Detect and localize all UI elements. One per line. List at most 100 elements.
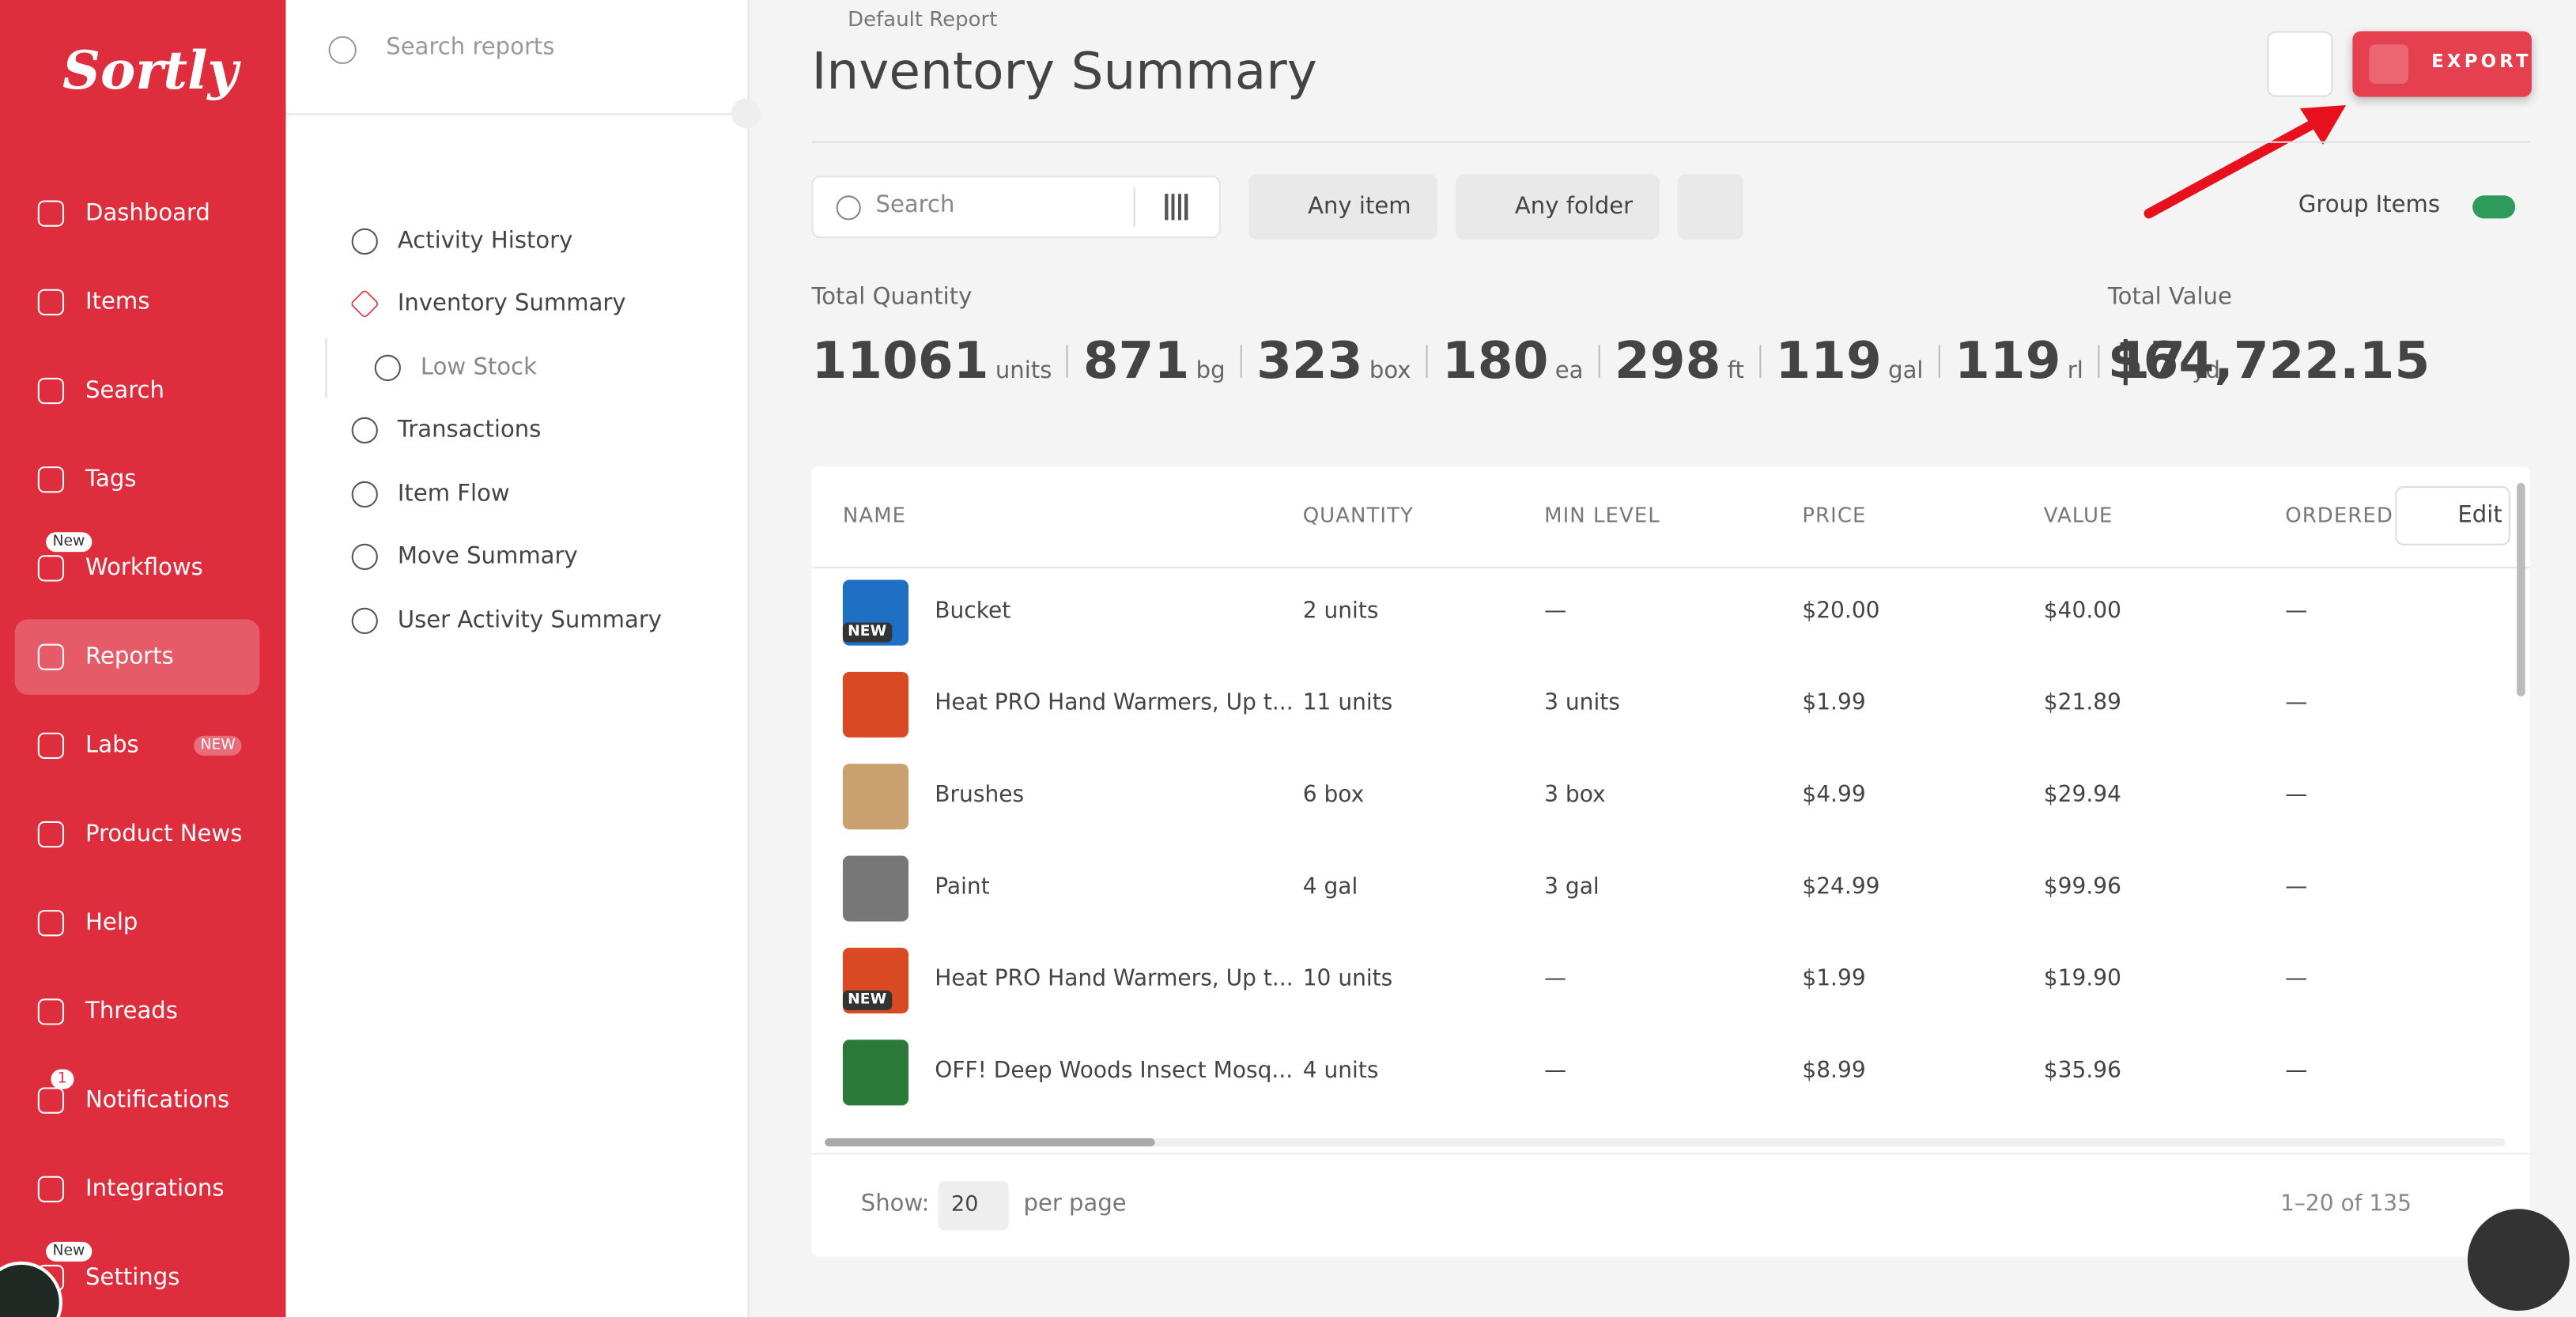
table-cell: $40.00 [2043,598,2121,625]
submenu-line [325,338,327,398]
nav-icon [37,998,65,1025]
nav-label: Search [85,377,165,405]
quantity-value: 298 [1614,331,1721,391]
nav-item[interactable]: Help [0,885,286,961]
report-menu-item[interactable]: Activity History [351,217,572,266]
product-name[interactable]: Bucket [935,598,1011,625]
quantity-value: 119 [1775,331,1882,391]
product-name[interactable]: Heat PRO Hand Warmers, Up t... [935,965,1294,992]
separator [1067,345,1069,378]
quantity-value: 17 [2114,331,2185,391]
separator [2098,345,2100,378]
table-cell: — [1544,965,1567,992]
product-image: NEW [842,947,909,1014]
quantity-unit: gal [1888,357,1924,385]
column-header: MIN LEVEL [1544,502,1660,527]
settings-filter[interactable] [1677,174,1743,240]
table-cell: $8.99 [1802,1058,1866,1085]
nav-label: Dashboard [85,200,210,227]
breadcrumb: Default Report [848,6,998,32]
table-cell: $4.99 [1802,782,1866,809]
table-cell: $1.99 [1802,965,1866,992]
total-value-label: Total Value [2107,284,2232,311]
header-divider [811,566,2530,568]
table-cell: 2 units [1302,598,1379,625]
report-search[interactable]: Search reports [386,34,555,61]
report-menu-item[interactable]: Item Flow [351,470,510,519]
quantity-value: 11061 [811,331,989,391]
folder-filter[interactable]: Any folder [1455,174,1660,240]
table-cell: — [2285,1058,2308,1085]
nav-item[interactable]: Items [0,265,286,341]
h-scroll-thumb[interactable] [825,1138,1155,1147]
next-page[interactable] [2461,1186,2478,1212]
report-menu-item[interactable]: Inventory Summary [349,279,626,328]
export-button[interactable]: EXPORT [2352,31,2532,97]
nav-item[interactable]: Workflows New [0,530,286,606]
menu-label: Low Stock [420,354,537,382]
nav-item[interactable]: Search [0,353,286,429]
nav-icon [37,1175,65,1202]
nav-item[interactable]: Settings New [0,1240,286,1316]
collapse-button[interactable] [731,98,761,129]
nav-item[interactable]: Product News [0,797,286,873]
barcode-button[interactable] [1133,187,1201,227]
report-panel: Search reports Activity History Inventory … [285,0,761,1317]
report-menu-item[interactable]: Transactions [351,406,541,455]
menu-icon [351,228,378,255]
nav-item[interactable]: Tags [0,442,286,518]
table-cell: $1.99 [1802,689,1866,716]
table-cell: — [2285,874,2308,900]
nav-item[interactable]: Threads [0,974,286,1050]
table-cell: 3 box [1544,782,1606,809]
nav-label: Integrations [85,1175,225,1202]
menu-icon [351,417,378,444]
report-menu-item[interactable]: User Activity Summary [351,596,662,645]
nav-icon [37,732,65,759]
table-cell: 3 gal [1544,874,1600,900]
nav-label: Settings [85,1264,180,1292]
product-name[interactable]: Brushes [935,782,1025,809]
per-page-select[interactable]: 20 [938,1180,1009,1231]
nav-item[interactable]: Reports [14,619,260,695]
edit-columns-button[interactable]: Edit [2395,486,2510,545]
search-input: Search [875,192,955,219]
search-box[interactable]: Search [811,175,1221,239]
item-filter[interactable]: Any item [1248,174,1438,240]
product-name[interactable]: Paint [935,874,990,900]
nav-item[interactable]: Integrations [0,1152,286,1228]
quantity-unit: yd [2192,357,2220,385]
nav-badge: New [46,1241,92,1262]
column-header: ORDERED [2285,502,2393,527]
product-image [842,764,909,830]
product-name[interactable]: Heat PRO Hand Warmers, Up t... [935,689,1294,716]
quantity-unit: bg [1195,357,1226,385]
prev-page[interactable] [2423,1186,2440,1212]
table-cell: — [2285,689,2308,716]
group-items-toggle[interactable] [2472,195,2516,219]
nav-label: Product News [85,821,243,848]
product-image [842,671,909,738]
quantity-value: 323 [1256,331,1363,391]
v-scroll-thumb[interactable] [2517,482,2525,696]
nav-badge: 1 [51,1069,74,1089]
page-title: Inventory Summary [811,43,1317,102]
nav-item[interactable]: Labs NEW [0,708,286,784]
help-bot[interactable] [2467,1209,2570,1311]
group-items-label: Group Items [2298,192,2441,219]
nav-icon [37,466,65,493]
nav-item[interactable]: Dashboard [0,175,286,251]
report-menu-item[interactable]: Move Summary [351,532,578,581]
separator [1598,345,1600,378]
nav-label: Help [85,910,138,937]
table-cell: — [2285,598,2308,625]
nav-label: Labs [85,732,139,759]
quantity-unit: rl [2067,357,2083,385]
nav-item[interactable]: Notifications 1 [0,1062,286,1138]
schedule-button[interactable] [2267,31,2333,97]
product-name[interactable]: OFF! Deep Woods Insect Mosq... [935,1058,1294,1085]
nav-label: Workflows [85,555,203,582]
table-cell: 10 units [1302,965,1393,992]
report-menu-item[interactable]: Low Stock [374,343,537,392]
